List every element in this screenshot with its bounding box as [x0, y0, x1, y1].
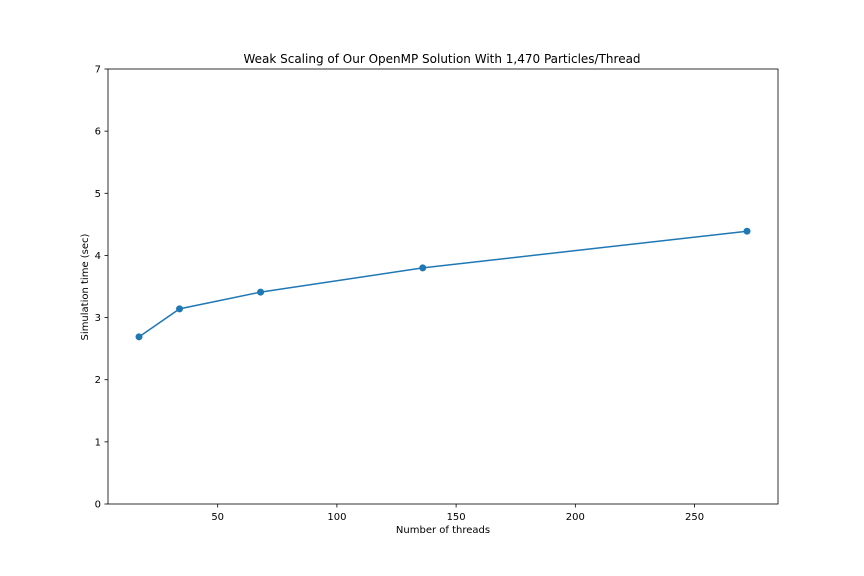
y-tick-label: 4	[95, 251, 101, 262]
series-line	[138, 230, 748, 338]
x-tick-label: 200	[566, 512, 585, 523]
y-tick-label: 1	[95, 437, 101, 448]
data-point	[257, 288, 265, 296]
y-tick-label: 3	[95, 313, 101, 324]
x-axis-title: Number of threads	[396, 525, 490, 536]
y-axis-ticks: 0 1 2 3 4 5 6 7	[95, 65, 108, 511]
data-point	[743, 227, 751, 235]
y-tick-label: 5	[95, 189, 101, 200]
data-series	[135, 227, 751, 341]
y-tick-label: 0	[95, 500, 101, 511]
data-point	[135, 333, 143, 341]
x-tick-label: 150	[447, 512, 466, 523]
y-tick-label: 2	[95, 375, 101, 386]
chart-title: Weak Scaling of Our OpenMP Solution With…	[243, 52, 640, 66]
x-tick-label: 50	[211, 512, 224, 523]
x-tick-label: 250	[685, 512, 704, 523]
data-point	[419, 264, 427, 272]
x-tick-label: 100	[327, 512, 346, 523]
x-axis-ticks: 50 100 150 200 250	[211, 504, 704, 523]
y-axis-title: Simulation time (sec)	[80, 233, 91, 340]
data-point	[176, 305, 184, 313]
plot-frame	[107, 68, 779, 505]
y-tick-label: 6	[95, 127, 101, 138]
y-tick-label: 7	[95, 65, 101, 76]
